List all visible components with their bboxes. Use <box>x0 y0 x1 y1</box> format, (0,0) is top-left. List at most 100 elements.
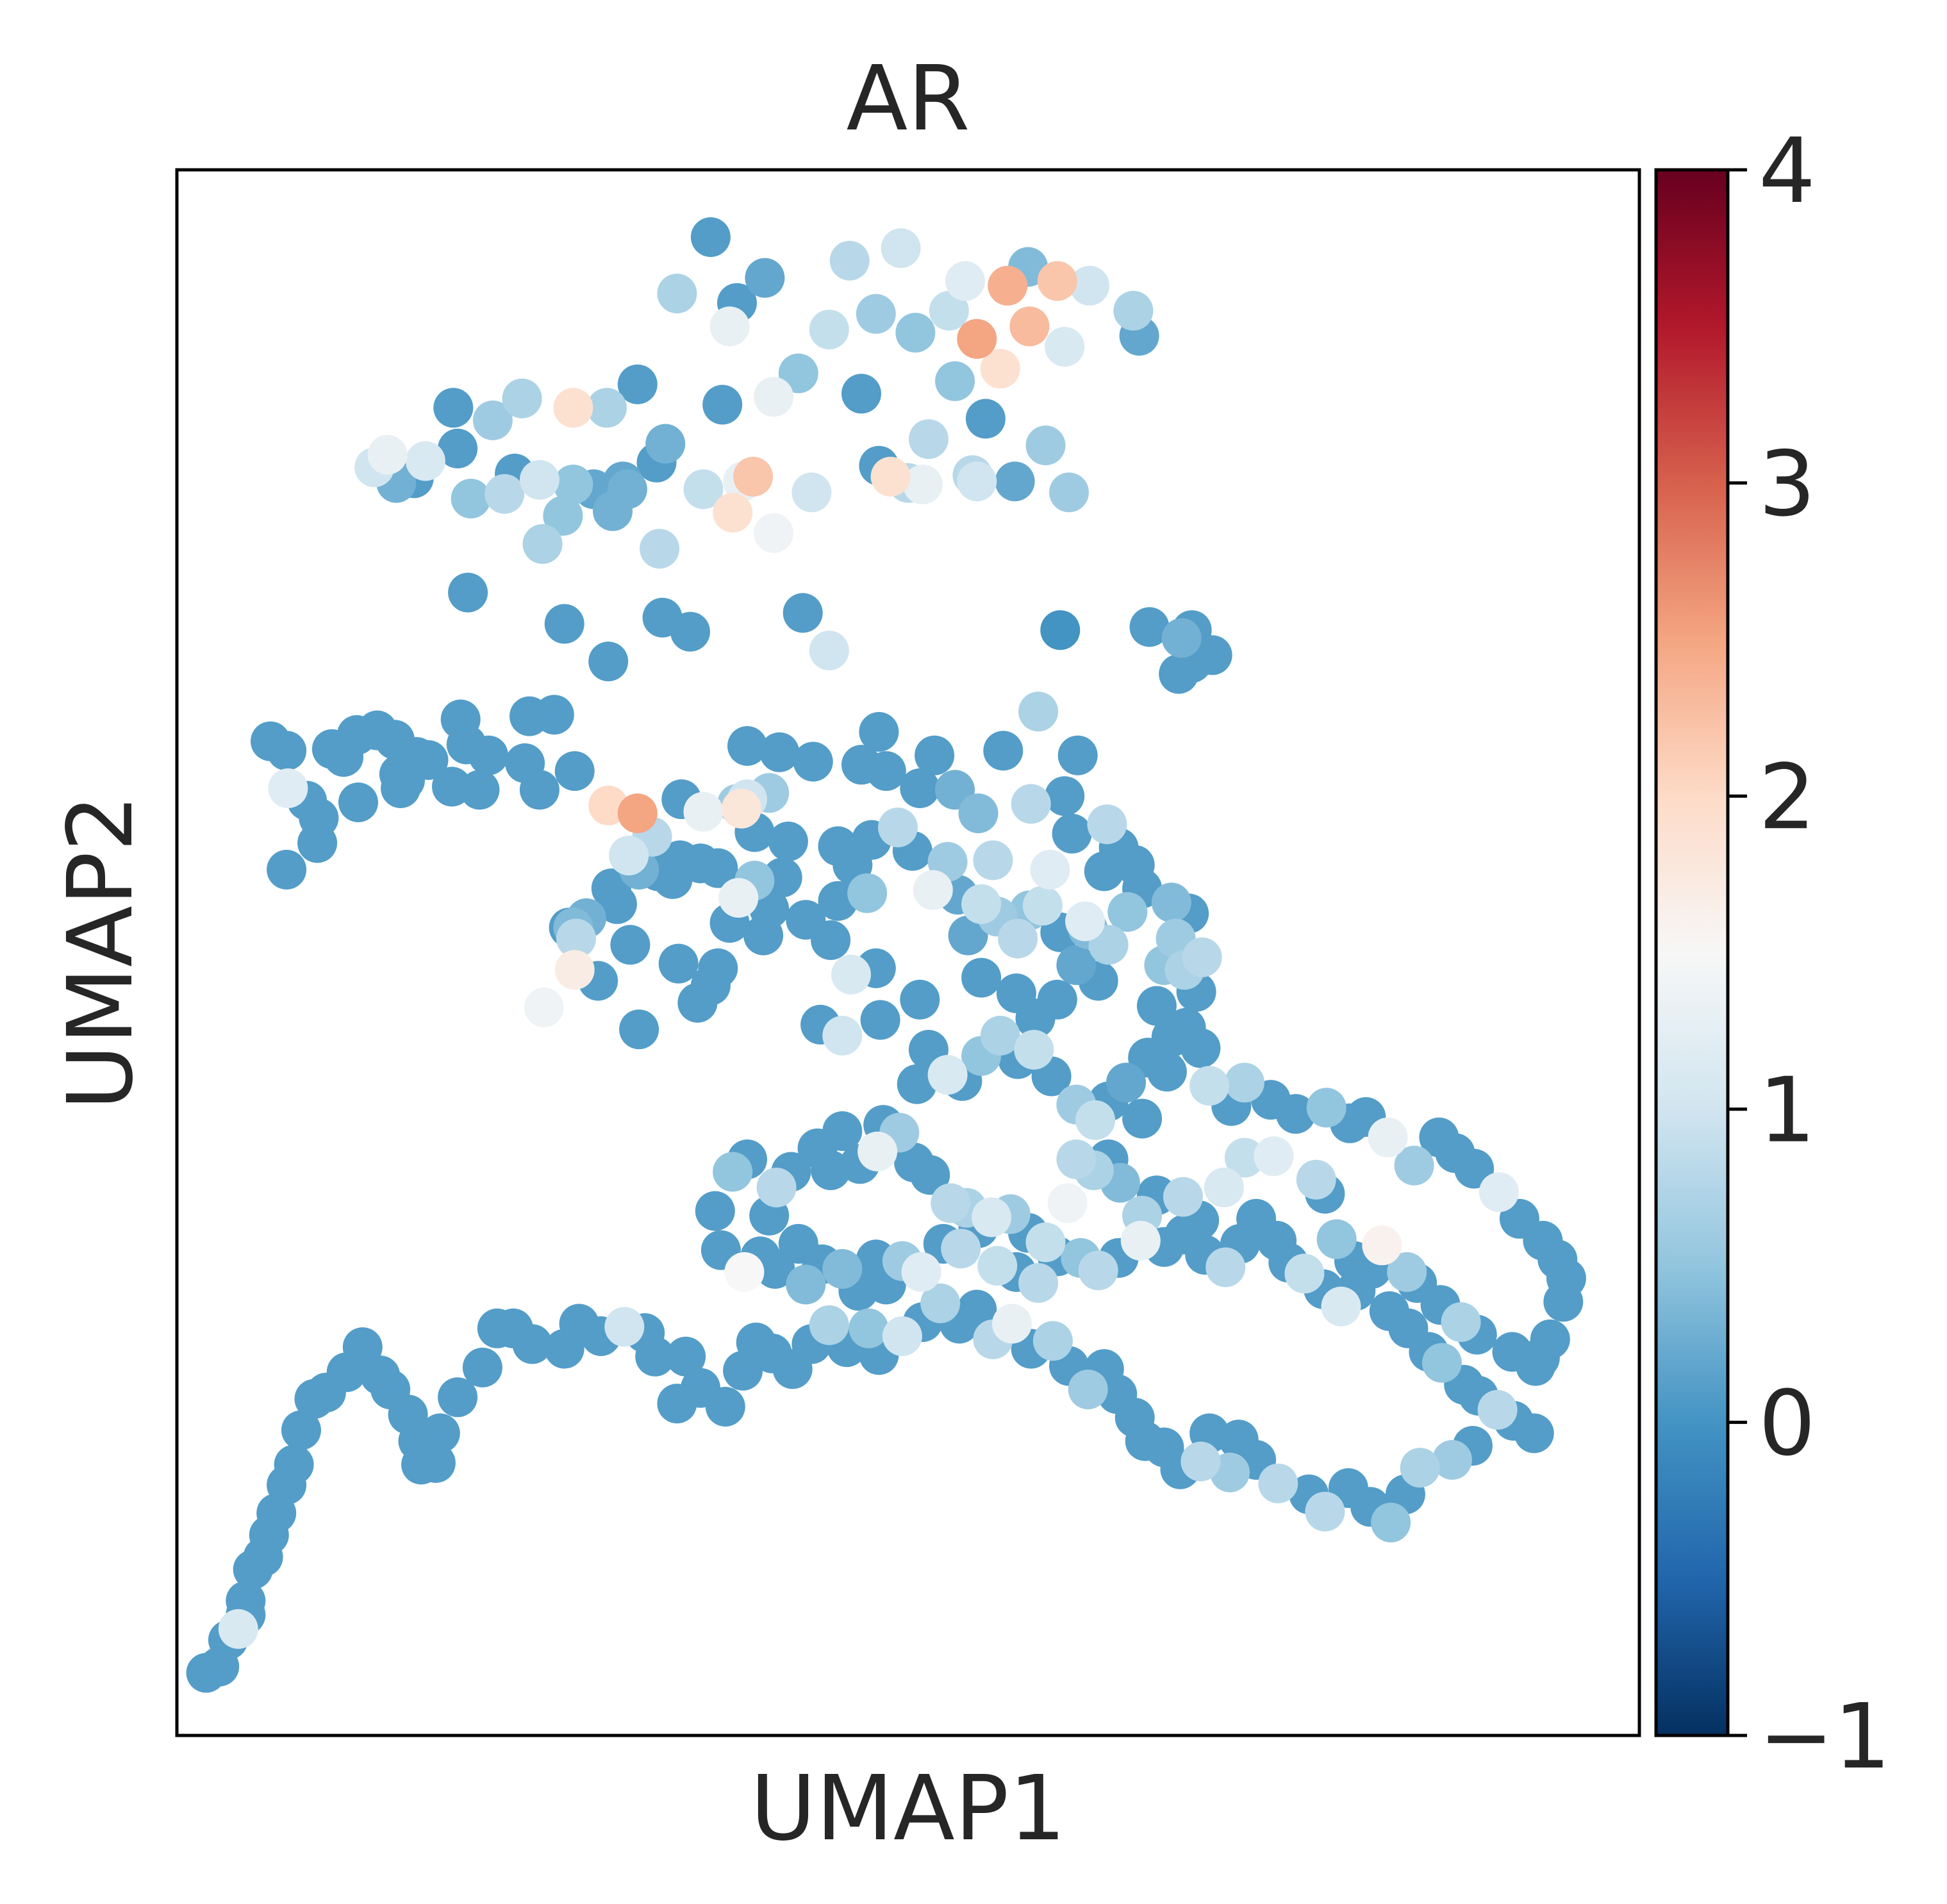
scatter-point <box>1113 290 1154 331</box>
scatter-point <box>554 950 595 990</box>
scatter-point <box>973 840 1013 881</box>
scatter-point <box>591 868 631 909</box>
scatter-point <box>657 1384 697 1424</box>
scatter-point <box>724 1252 765 1292</box>
scatter-point <box>929 290 969 331</box>
scatter-point <box>882 1316 922 1356</box>
scatter-point <box>1025 1222 1066 1262</box>
scatter-point <box>1018 1263 1059 1303</box>
scatter-point <box>809 310 849 350</box>
scatter-point <box>900 979 940 1020</box>
scatter-point <box>1305 1491 1345 1532</box>
colorbar: −1 0 1 2 3 4 <box>1654 119 1891 1789</box>
scatter-point <box>1321 1286 1361 1327</box>
scatter-point <box>1454 1148 1495 1189</box>
scatter-point <box>733 456 774 497</box>
scatter-point <box>1065 901 1106 941</box>
scatter-point <box>281 1410 321 1450</box>
scatter-point <box>544 1329 584 1369</box>
scatter-point <box>645 424 686 464</box>
scatter-point <box>1492 1332 1532 1372</box>
scatter-point <box>1151 882 1191 923</box>
scatter-point <box>1432 1440 1472 1480</box>
scatter-point <box>1129 607 1170 647</box>
scatter-point <box>553 388 593 428</box>
scatter-point <box>961 957 1002 998</box>
colorbar-gradient <box>1656 170 1728 1735</box>
scatter-point <box>1182 937 1222 977</box>
scatter-point <box>640 529 680 569</box>
scatter-point <box>721 788 761 829</box>
scatter-point <box>972 1197 1012 1238</box>
scatter-point <box>1045 776 1085 816</box>
scatter-point <box>1275 1094 1316 1134</box>
scatter-point <box>983 731 1023 771</box>
scatter-point <box>957 319 997 359</box>
scatter-point <box>754 377 794 417</box>
scatter-point <box>1161 618 1202 658</box>
scatter-point <box>988 265 1028 306</box>
scatter-point <box>945 261 985 301</box>
scatter-point <box>822 1016 863 1055</box>
scatter-point <box>1052 813 1092 854</box>
scatter-point <box>438 428 478 468</box>
scatter-point <box>881 228 921 269</box>
scatter-point <box>1479 1172 1519 1213</box>
scatter-point <box>818 826 858 866</box>
scatter-point <box>299 798 339 838</box>
scatter-point <box>695 1191 735 1231</box>
scatter-point <box>1107 892 1148 932</box>
scatter-point <box>1078 1250 1118 1291</box>
scatter-point <box>1087 804 1127 845</box>
scatter-point <box>554 751 595 791</box>
scatter-point <box>941 1229 981 1269</box>
scatter-point <box>1316 1219 1357 1259</box>
scatter-point <box>642 597 683 638</box>
scatter-point <box>895 313 936 353</box>
scatter-point <box>1070 265 1109 306</box>
scatter-point <box>451 479 491 518</box>
scatter-point <box>1163 1177 1203 1217</box>
scatter-point <box>690 965 731 1006</box>
colorbar-tick-label: 1 <box>1759 1059 1816 1163</box>
scatter-point <box>870 456 911 497</box>
scatter-point <box>856 294 896 334</box>
scatter-point <box>829 240 870 281</box>
scatter-point <box>698 848 738 888</box>
scatter-point <box>745 258 785 298</box>
scatter-point <box>485 474 525 514</box>
scatter-point <box>847 873 888 913</box>
scatter-point <box>1037 261 1077 301</box>
x-axis-label: UMAP1 <box>750 1757 1066 1861</box>
scatter-point <box>1181 1028 1221 1068</box>
colorbar-tick-label: −1 <box>1759 1685 1891 1789</box>
scatter-point <box>977 1246 1018 1286</box>
scatter-point <box>756 1168 797 1207</box>
scatter-point <box>1254 1136 1294 1177</box>
scatter-point <box>1011 784 1051 824</box>
scatter-point <box>948 915 988 956</box>
scatter-point <box>1106 1063 1146 1103</box>
scatter-point <box>468 735 509 775</box>
scatter-point <box>186 1653 226 1693</box>
scatter-point <box>1368 1117 1408 1157</box>
scatter-point <box>713 493 753 533</box>
scatter-point <box>841 374 881 414</box>
scatter-point <box>519 770 559 810</box>
scatter-point <box>822 1249 863 1289</box>
scatter-point <box>657 274 697 313</box>
scatter-point <box>1056 945 1097 985</box>
scatter-point <box>553 465 593 504</box>
scatter-point <box>1189 1066 1230 1106</box>
scatter-point <box>522 524 563 564</box>
scatter-point <box>433 388 474 428</box>
scatter-point <box>894 1142 934 1182</box>
colorbar-ticks: −1 0 1 2 3 4 <box>1728 119 1891 1789</box>
scatter-point <box>755 1249 795 1289</box>
scatter-point <box>793 741 833 782</box>
scatter-point <box>477 1308 517 1348</box>
scatter-point <box>1159 654 1199 694</box>
scatter-point <box>901 1252 941 1292</box>
scatter-point <box>690 217 731 257</box>
scatter-point <box>519 459 559 500</box>
